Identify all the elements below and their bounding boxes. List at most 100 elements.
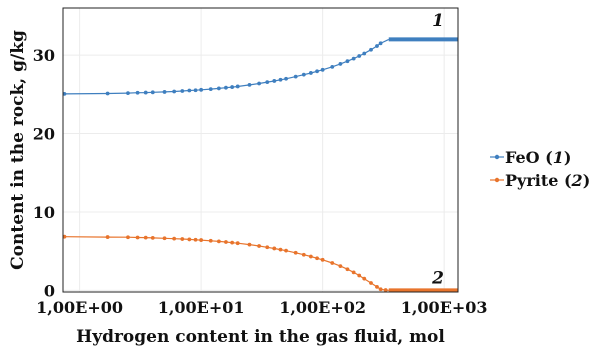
series-point-2: [293, 250, 298, 255]
series-point-2: [172, 236, 177, 241]
y-tick-label: 10: [33, 203, 55, 222]
series-point-1: [105, 91, 110, 96]
x-tick-label: 1,00E+00: [36, 298, 123, 317]
series-point-2: [193, 237, 198, 242]
series-point-1: [143, 90, 148, 95]
series-point-1: [208, 87, 213, 92]
series-point-1: [293, 74, 298, 79]
series-point-1: [247, 82, 252, 87]
series-point-2: [199, 238, 204, 242]
series-point-1: [224, 85, 228, 90]
series-point-2: [143, 235, 148, 240]
series-point-2: [375, 285, 379, 289]
series-point-1: [272, 79, 277, 83]
series-label-1: 1: [432, 11, 444, 31]
grid: [63, 8, 458, 292]
series-point-1: [351, 56, 356, 61]
series-point-1: [150, 90, 155, 95]
series-point-1: [193, 88, 198, 93]
series-point-2: [247, 242, 252, 247]
series-point-1: [320, 67, 325, 72]
y-axis-title: Content in the rock, g/kg: [8, 30, 28, 270]
series-point-1: [180, 89, 185, 93]
legend-entry-name: Pyrite (: [505, 171, 572, 190]
series-point-1: [126, 91, 130, 96]
series-point-2: [187, 237, 192, 242]
series-point-2: [369, 281, 373, 285]
series-point-1: [216, 86, 221, 91]
series-point-1: [338, 62, 343, 66]
series-point-1: [330, 64, 335, 69]
legend-entry-close: ): [564, 148, 572, 167]
series-point-1: [265, 80, 270, 85]
legend-entry-number: 2: [571, 171, 583, 190]
series-point-2: [180, 237, 185, 241]
series-point-1: [369, 47, 373, 52]
series-point-2: [345, 267, 350, 272]
series-point-2: [362, 276, 367, 281]
legend-entry-label: Pyrite (2): [505, 171, 590, 190]
y-tick-label: 0: [44, 281, 55, 300]
series-label-2: 2: [431, 268, 444, 288]
series-point-2: [338, 264, 343, 269]
series-point-1: [257, 81, 262, 86]
x-tick-label: 1,00E+02: [279, 298, 366, 317]
series-point-2: [216, 239, 221, 244]
series-point-2: [265, 245, 270, 250]
series-point-1: [230, 85, 235, 89]
series-point-2: [230, 240, 235, 245]
series-point-1: [362, 51, 367, 56]
series-point-1: [172, 89, 177, 94]
x-tick-label: 1,00E+03: [401, 298, 488, 317]
series-point-2: [208, 238, 213, 243]
series-point-1: [378, 41, 383, 46]
series-point-2: [150, 235, 155, 240]
series-point-1: [357, 54, 362, 58]
series-point-1: [135, 90, 140, 95]
series-point-1: [187, 88, 192, 93]
plot-frame: [62, 7, 459, 293]
series-point-2: [351, 270, 356, 275]
series-point-2: [105, 235, 110, 239]
series-point-2: [284, 248, 288, 253]
series-point-2: [235, 241, 240, 246]
series-point-1: [375, 44, 379, 48]
series-point-2: [383, 288, 388, 292]
legend-swatch-marker: [494, 177, 500, 183]
series-point-2: [320, 257, 325, 262]
x-tick-label: 1,00E+01: [158, 298, 245, 317]
series-point-2: [308, 254, 313, 259]
legend-entry-name: FeO (: [505, 148, 553, 167]
labels-layer: 12: [431, 11, 444, 288]
series-point-1: [284, 76, 288, 81]
series-point-1: [199, 87, 204, 92]
legend-entry-close: ): [583, 171, 591, 190]
series-point-1: [301, 72, 306, 77]
x-axis-title: Hydrogen content in the gas fluid, mol: [76, 327, 445, 347]
series-point-1: [162, 90, 167, 94]
series-point-1: [235, 84, 240, 89]
series-point-2: [272, 246, 277, 251]
series-point-1: [345, 59, 350, 64]
series-point-2: [135, 235, 140, 240]
series-point-2: [126, 235, 130, 240]
series-point-1: [278, 77, 283, 82]
legend-swatch-marker: [494, 154, 500, 160]
series-point-2: [315, 256, 319, 261]
y-tick-label: 20: [33, 125, 55, 144]
series-point-1: [308, 71, 313, 75]
series-point-1: [315, 69, 319, 74]
ticks-layer: 1,00E+00 1,00E+01 1,00E+02 1,00E+03 0 10 20 30: [33, 46, 488, 317]
y-tick-label: 30: [33, 46, 55, 65]
series-point-2: [224, 240, 228, 244]
legend: FeO (1)Pyrite (2): [490, 148, 590, 190]
series-point-2: [378, 287, 383, 292]
series-point-2: [257, 244, 262, 248]
legend-entry-number: 1: [553, 148, 564, 167]
series-point-2: [301, 252, 306, 257]
series-point-2: [357, 273, 362, 278]
series-point-2: [278, 247, 283, 252]
series-point-2: [162, 236, 167, 241]
legend-entry-label: FeO (1): [505, 148, 571, 167]
